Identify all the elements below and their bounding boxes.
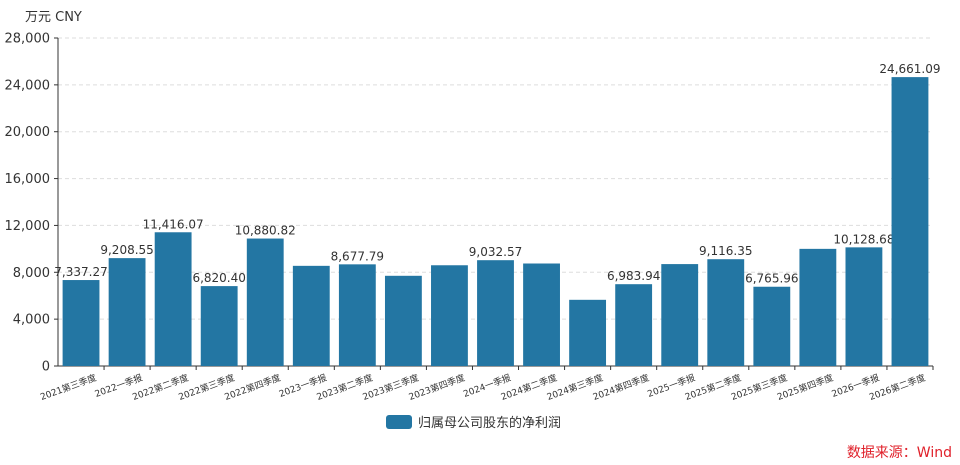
bar [200, 286, 238, 366]
bar [246, 238, 284, 366]
y-tick-label: 8,000 [13, 266, 50, 281]
legend-label: 归属母公司股东的净利润 [418, 416, 562, 431]
data-label: 9,208.55 [100, 243, 153, 257]
data-label: 24,661.09 [879, 62, 940, 76]
bar [384, 275, 422, 366]
bar [845, 247, 883, 366]
y-tick-label: 20,000 [5, 125, 51, 140]
data-label: 10,880.82 [235, 224, 296, 238]
data-label: 6,820.40 [192, 271, 245, 285]
data-label: 6,983.94 [607, 269, 660, 283]
source-label: 数据来源：Wind [846, 445, 952, 461]
data-label: 7,337.27 [54, 265, 107, 279]
bar [753, 286, 791, 366]
data-label: 6,765.96 [745, 272, 798, 286]
bar [661, 264, 699, 366]
y-tick-label: 12,000 [5, 219, 51, 234]
y-tick-label: 16,000 [5, 172, 51, 187]
bar [62, 280, 100, 366]
y-tick-label: 0 [42, 360, 50, 375]
y-tick-label: 4,000 [13, 313, 50, 328]
bar [523, 263, 560, 366]
bar [292, 265, 330, 366]
y-tick-label: 24,000 [5, 78, 51, 93]
bar [569, 299, 607, 366]
data-label: 9,032.57 [469, 245, 522, 259]
y-tick-label: 28,000 [5, 32, 51, 47]
data-label: 11,416.07 [143, 217, 204, 231]
data-label: 9,116.35 [699, 244, 752, 258]
bar [338, 264, 376, 366]
legend-swatch [386, 414, 412, 429]
bar [431, 265, 468, 366]
bar [108, 258, 146, 366]
bar [154, 232, 192, 366]
bar [615, 284, 653, 366]
data-label: 8,677.79 [331, 249, 384, 263]
bar [891, 77, 929, 366]
legend[interactable]: 归属母公司股东的净利润 [386, 412, 561, 431]
data-label: 10,128.68 [833, 232, 894, 246]
bar [477, 260, 514, 366]
bar [799, 248, 837, 366]
bar [707, 259, 745, 366]
x-tick-label: 2021第三季度 [39, 372, 98, 403]
y-axis-unit-label: 万元 CNY [25, 10, 82, 25]
